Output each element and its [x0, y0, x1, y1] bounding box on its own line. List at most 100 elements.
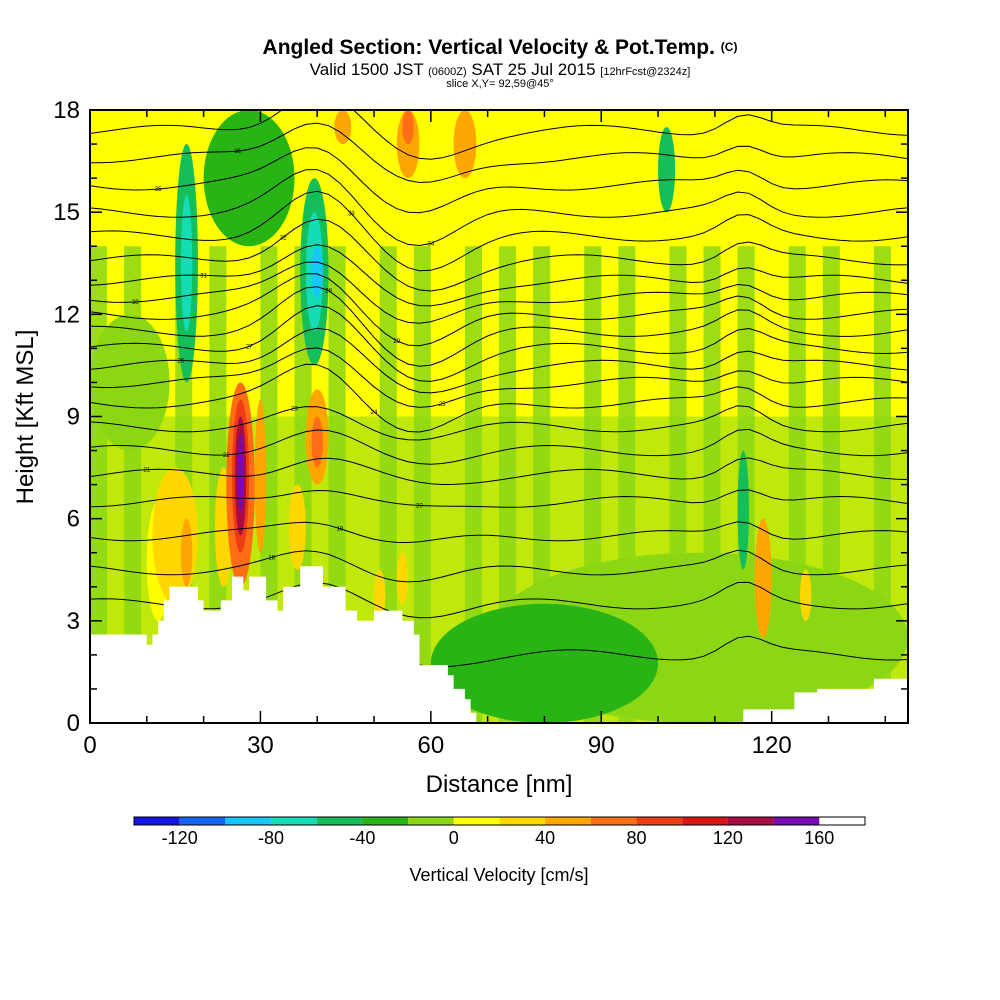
isentrope-label: 18 [268, 555, 275, 561]
isentrope-line [90, 489, 908, 508]
isentrope-label: 27 [246, 344, 253, 350]
velocity-cell [430, 603, 659, 723]
isentrope-line [90, 521, 908, 544]
y-tick-label: 0 [67, 710, 80, 737]
isentrope-label: 31 [200, 273, 207, 279]
isentrope-label: 21 [143, 468, 150, 474]
colorbar [133, 816, 866, 826]
colorbar-swatch [682, 817, 728, 825]
isentrope-line [90, 169, 908, 247]
x-tick-label: 120 [752, 732, 792, 759]
colorbar-swatch [225, 817, 272, 825]
y-tick-label: 18 [53, 97, 80, 124]
velocity-cell [254, 399, 267, 553]
velocity-cell [311, 246, 323, 298]
colorbar-tick-label: -120 [162, 828, 198, 848]
velocity-cell [334, 110, 352, 145]
isentrope-line [90, 286, 908, 367]
chart-subtitle: Valid 1500 JST (0600Z) SAT 25 Jul 2015 [… [309, 60, 691, 79]
colorbar-tick-label: -80 [258, 828, 284, 848]
velocity-cell [658, 127, 676, 213]
isentrope-line [90, 218, 908, 292]
isentrope-line [90, 244, 908, 307]
isentrope-label: 34 [427, 241, 434, 247]
isentrope-line [90, 549, 908, 583]
isentrope-line [90, 347, 908, 408]
y-tick-label: 12 [53, 301, 80, 328]
isentrope-label: 29 [393, 339, 400, 345]
velocity-cell [754, 518, 772, 638]
x-tick-label: 60 [417, 732, 444, 759]
velocity-cell [396, 552, 409, 604]
isentrope-label: 20 [416, 504, 423, 510]
isentrope-label: 33 [348, 211, 355, 217]
isentrope-line [90, 305, 908, 382]
colorbar-tick-label: 0 [449, 828, 459, 848]
isentrope-label: 32 [280, 235, 287, 241]
isentrope-label: 35 [155, 187, 162, 193]
x-axis-label: Distance [nm] [426, 771, 573, 798]
colorbar-ticks: -120 -80 -40 0 40 80 120 160 [162, 828, 835, 848]
isentrope-line [90, 327, 908, 394]
x-axis: 0 30 60 90 120 [83, 110, 887, 759]
colorbar-swatch [179, 817, 226, 825]
colorbar-swatch [271, 817, 317, 825]
colorbar-swatch [316, 817, 363, 825]
isentrope-label: 22 [223, 453, 230, 459]
velocity-cell [288, 484, 306, 570]
y-tick-label: 6 [67, 506, 80, 533]
colorbar-swatch [362, 817, 409, 825]
colorbar-tick-label: -40 [349, 828, 375, 848]
colorbar-tick-label: 160 [804, 828, 834, 848]
x-tick-label: 30 [247, 732, 274, 759]
colorbar-swatch [134, 817, 180, 825]
colorbar-swatch [545, 817, 591, 825]
isentrope-label: 24 [371, 410, 378, 416]
colorbar-swatch [408, 817, 454, 825]
velocity-cell [203, 110, 295, 247]
velocity-cell [311, 416, 323, 468]
isentrope-label: 26 [178, 358, 185, 364]
colorbar-swatch [727, 817, 774, 825]
slice-info: slice X,Y= 92,59@45° [446, 78, 554, 90]
isentrope-label: 30 [132, 300, 139, 306]
isentrope-label: 37 [303, 93, 310, 99]
velocity-cell [402, 110, 414, 145]
velocity-cell [180, 195, 193, 332]
chart-title: Angled Section: Vertical Velocity & Pot.… [262, 36, 738, 59]
colorbar-swatch [636, 817, 683, 825]
y-tick-label: 9 [67, 404, 80, 431]
colorbar-label: Vertical Velocity [cm/s] [409, 865, 588, 885]
isentrope-line [90, 147, 908, 214]
x-tick-label: 0 [83, 732, 96, 759]
colorbar-tick-label: 40 [535, 828, 555, 848]
terrain-shape [90, 566, 908, 723]
velocity-cell [90, 314, 170, 451]
isentrope-label: 23 [291, 406, 298, 412]
isentrope-line [90, 405, 908, 441]
y-tick-label: 3 [67, 608, 80, 635]
colorbar-swatch [590, 817, 637, 825]
y-axis-label: Height [Kft MSL] [12, 330, 39, 505]
velocity-cell [800, 569, 812, 621]
x-tick-label: 90 [588, 732, 615, 759]
colorbar-frame [133, 816, 866, 826]
velocity-cell [180, 518, 193, 587]
isentrope-line [90, 261, 908, 324]
colorbar-tick-label: 80 [627, 828, 647, 848]
velocity-cell [737, 450, 749, 570]
isentrope-label: 36 [234, 149, 241, 155]
isentrope-label: 19 [337, 527, 344, 533]
terrain-mask [90, 566, 908, 723]
isentrope-line [90, 190, 908, 272]
isentrope-label: 28 [325, 289, 332, 295]
velocity-cell [237, 433, 244, 512]
colorbar-tick-label: 120 [713, 828, 743, 848]
colorbar-swatch [773, 817, 820, 825]
y-tick-label: 15 [53, 199, 80, 226]
colorbar-swatch [453, 817, 500, 825]
isentrope-line [90, 363, 908, 433]
colorbar-swatch [499, 817, 546, 825]
